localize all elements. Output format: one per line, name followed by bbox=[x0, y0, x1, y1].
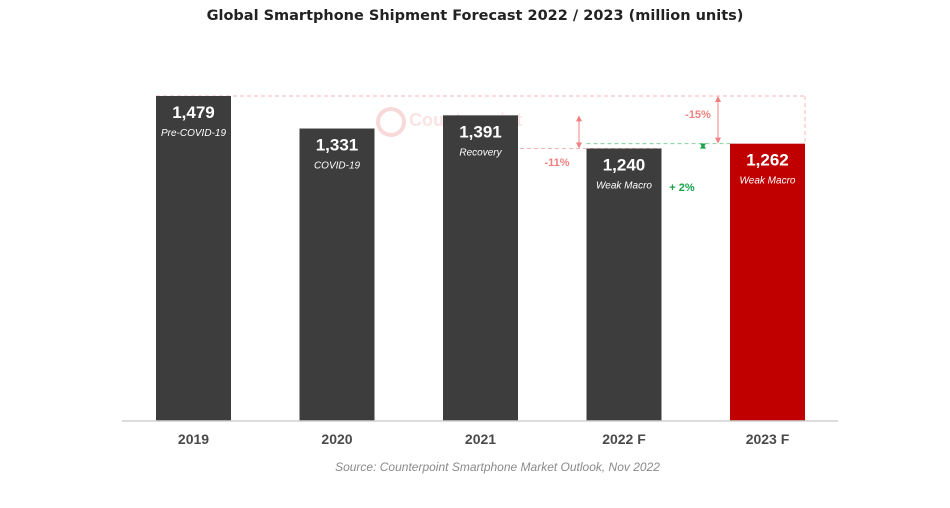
value-label: 1,331 bbox=[316, 136, 359, 155]
change-label-plus2: + 2% bbox=[669, 182, 695, 194]
value-label: 1,240 bbox=[603, 156, 646, 175]
bar-annotation: Recovery bbox=[459, 147, 502, 158]
arrow-minus15-head-down bbox=[715, 137, 721, 144]
bar-annotation: Weak Macro bbox=[596, 181, 652, 192]
x-tick-label: 2019 bbox=[178, 431, 209, 447]
value-label: 1,262 bbox=[746, 151, 789, 170]
bar-2022-f bbox=[586, 148, 662, 421]
arrow-plus2-head-down bbox=[700, 143, 706, 149]
bar-annotation: Pre-COVID-19 bbox=[161, 128, 226, 139]
x-tick-label: 2022 F bbox=[602, 431, 646, 447]
arrow-minus15-head-up bbox=[715, 96, 721, 102]
chart-title: Global Smartphone Shipment Forecast 2022… bbox=[206, 8, 744, 24]
bar-2019 bbox=[156, 96, 231, 421]
bar-2021 bbox=[443, 115, 518, 421]
source-note: Source: Counterpoint Smartphone Market O… bbox=[335, 460, 660, 474]
change-label-minus11: -11% bbox=[544, 157, 569, 169]
value-label: 1,479 bbox=[172, 103, 215, 122]
value-label: 1,391 bbox=[459, 122, 502, 141]
bar-annotation: Weak Macro bbox=[740, 176, 796, 187]
x-tick-label: 2023 F bbox=[746, 431, 790, 447]
watermark-logo bbox=[376, 107, 406, 137]
change-label-minus15: -15% bbox=[685, 109, 711, 121]
bar-annotation: COVID-19 bbox=[314, 161, 361, 172]
x-tick-label: 2021 bbox=[465, 431, 496, 447]
bar-2023-f bbox=[730, 143, 805, 421]
arrow-minus11-head-up bbox=[576, 115, 582, 122]
x-tick-label: 2020 bbox=[321, 431, 352, 447]
arrow-minus11-head-down bbox=[576, 142, 582, 149]
bar-2020 bbox=[299, 128, 375, 421]
